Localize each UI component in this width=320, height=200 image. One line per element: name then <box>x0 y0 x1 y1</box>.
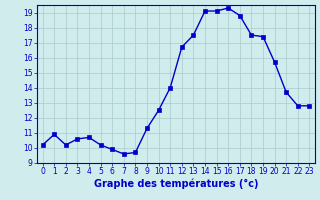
X-axis label: Graphe des températures (°c): Graphe des températures (°c) <box>94 179 258 189</box>
